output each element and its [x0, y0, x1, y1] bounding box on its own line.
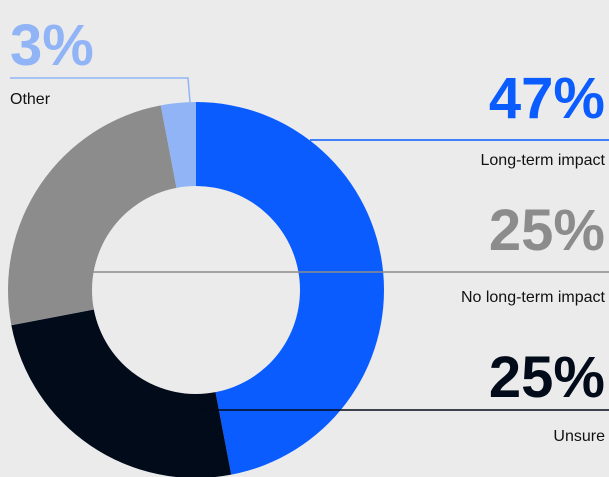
value-label: 25%	[489, 198, 605, 263]
value-label: 47%	[489, 66, 605, 131]
category-label: Long-term impact	[481, 152, 606, 169]
category-label: Unsure	[553, 428, 605, 445]
donut-segment	[196, 102, 384, 475]
donut-segment	[7, 105, 177, 326]
donut-segment	[160, 102, 196, 188]
value-label: 3%	[10, 13, 94, 78]
category-label: Other	[10, 91, 51, 108]
category-label: No long-term impact	[461, 289, 606, 306]
donut-segment	[11, 309, 232, 477]
value-label: 25%	[489, 345, 605, 410]
leader-line	[10, 77, 191, 103]
